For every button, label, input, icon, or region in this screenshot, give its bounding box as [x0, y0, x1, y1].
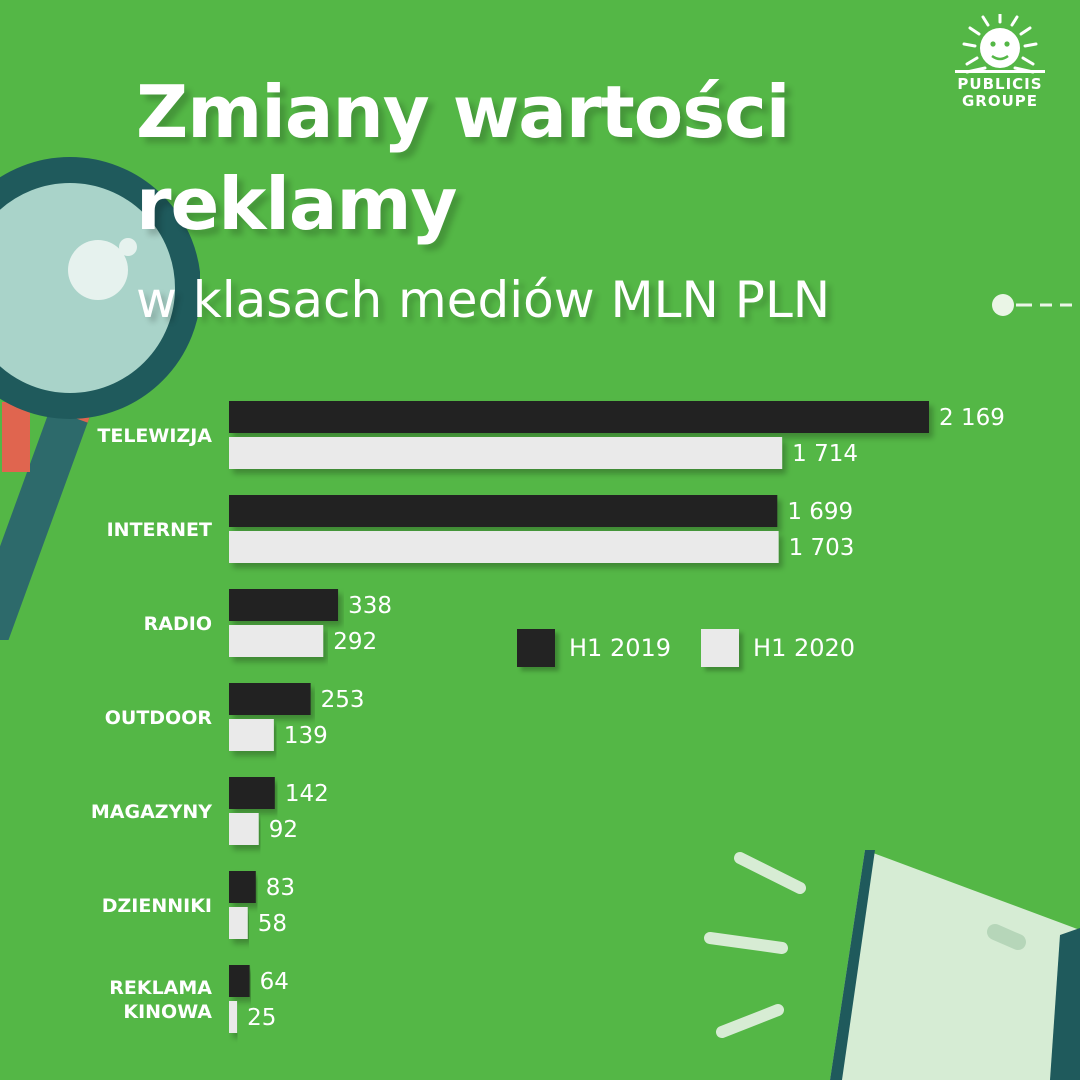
bar-value-label: 1 703	[789, 535, 855, 561]
bar-value-label: 338	[348, 593, 392, 619]
legend-label-2020: H1 2020	[753, 634, 856, 662]
lion-sun-icon	[955, 14, 1045, 74]
category-label: OUTDOOR	[105, 707, 213, 729]
bar-value-label: 139	[284, 723, 328, 749]
bar-h1-2019	[229, 965, 250, 997]
legend-swatch-2020	[701, 629, 740, 667]
legend-item-2020: H1 2020	[701, 629, 855, 667]
bar-h1-2020	[229, 531, 779, 563]
bar-value-label: 92	[269, 817, 298, 843]
bar-h1-2019	[229, 777, 275, 809]
megaphone-icon	[704, 850, 1080, 1080]
bar-h1-2020	[229, 1001, 238, 1033]
chart-subtitle: w klasach mediów MLN PLN	[136, 271, 831, 329]
dot-dash-decoration	[992, 294, 1072, 316]
title-line-2: reklamy	[136, 162, 457, 246]
legend-label-2019: H1 2019	[569, 634, 672, 662]
bar-value-label: 292	[333, 629, 377, 655]
logo-text-line-2: GROUPE	[961, 92, 1039, 110]
bar-h1-2019	[229, 401, 929, 433]
legend-swatch-2019	[517, 629, 555, 667]
bar-h1-2019	[229, 683, 311, 715]
bar-h1-2020	[229, 907, 248, 939]
bar-h1-2020	[229, 625, 324, 657]
bar-h1-2019	[229, 495, 778, 527]
category-label: TELEWIZJA	[97, 425, 212, 447]
bar-value-label: 58	[258, 911, 287, 937]
bar-value-label: 142	[285, 781, 329, 807]
category-label: KINOWA	[123, 1001, 212, 1023]
publicis-logo: PUBLICIS GROUPE	[944, 14, 1056, 126]
bar-value-label: 1 714	[792, 441, 858, 467]
bar-value-label: 253	[321, 687, 365, 713]
category-label: INTERNET	[107, 519, 212, 541]
category-label: MAGAZYNY	[91, 801, 212, 823]
bar-h1-2020	[229, 719, 274, 751]
bar-h1-2020	[229, 437, 783, 469]
bar-h1-2020	[229, 813, 259, 845]
bar-h1-2019	[229, 871, 256, 903]
bar-value-label: 25	[247, 1005, 276, 1031]
bar-h1-2019	[229, 589, 339, 621]
title-line-1: Zmiany wartości	[136, 70, 790, 154]
bar-value-label: 83	[266, 875, 295, 901]
magnifier-icon	[0, 157, 200, 640]
category-label: REKLAMA	[109, 977, 212, 999]
bar-value-label: 64	[260, 969, 289, 995]
bars-group: TELEWIZJA 2 169 1 714 INTERNET 1 699 1 703 RAD…	[91, 401, 1005, 1033]
chart-title: Zmiany wartości reklamy	[136, 66, 790, 250]
bar-value-label: 2 169	[939, 405, 1005, 431]
legend: H1 2019 H1 2020	[517, 629, 885, 667]
bar-value-label: 1 699	[787, 499, 853, 525]
legend-item-2019: H1 2019	[517, 629, 671, 667]
category-label: DZIENNIKI	[102, 895, 212, 917]
category-label: RADIO	[144, 613, 212, 635]
logo-text-line-1: PUBLICIS	[957, 75, 1043, 93]
